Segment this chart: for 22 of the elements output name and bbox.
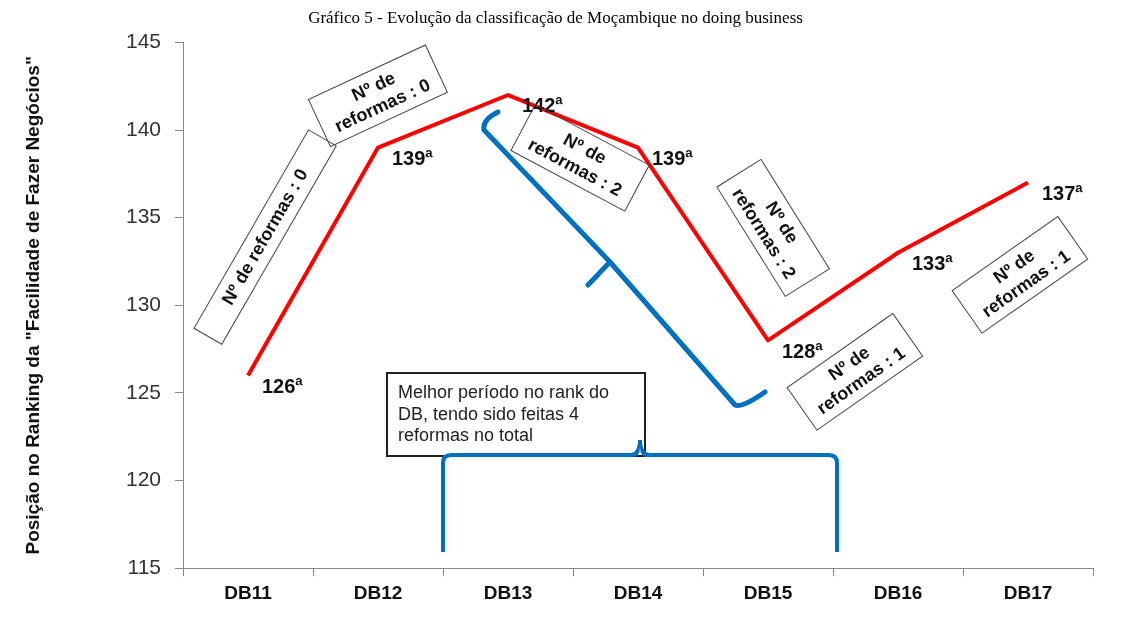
annotation: Melhor período no rank do DB, tendo sido feitas 4 reformas no total <box>386 372 646 457</box>
y-tick-label: 115 <box>127 555 161 578</box>
x-tick-label: DB12 <box>353 581 403 603</box>
y-tick-label: 145 <box>125 29 161 53</box>
data-label: 139ª <box>652 147 694 170</box>
chart-title: Gráfico 5 - Evolução da classificação de Moçambique no doing business <box>308 7 803 27</box>
x-tick-label: DB16 <box>873 581 923 603</box>
y-axis-title: Posição no Ranking da "Facilidade de Fazer Negócios" <box>21 56 43 555</box>
y-tick-label: 120 <box>125 467 161 491</box>
y-tick-label: 140 <box>125 116 161 140</box>
data-label: 139ª <box>392 147 434 170</box>
data-label: 137ª <box>1042 182 1084 205</box>
x-tick-label: DB11 <box>224 581 273 603</box>
x-tick-label: DB13 <box>483 581 533 603</box>
x-tick-label: DB17 <box>1003 581 1053 603</box>
y-tick-label: 130 <box>125 292 161 316</box>
y-tick-label: 125 <box>125 379 161 403</box>
x-tick-label: DB15 <box>743 581 793 603</box>
y-tick-label: 135 <box>125 204 161 228</box>
data-label: 133ª <box>912 252 954 275</box>
data-label: 126ª <box>262 374 304 397</box>
x-tick-label: DB14 <box>613 581 663 603</box>
